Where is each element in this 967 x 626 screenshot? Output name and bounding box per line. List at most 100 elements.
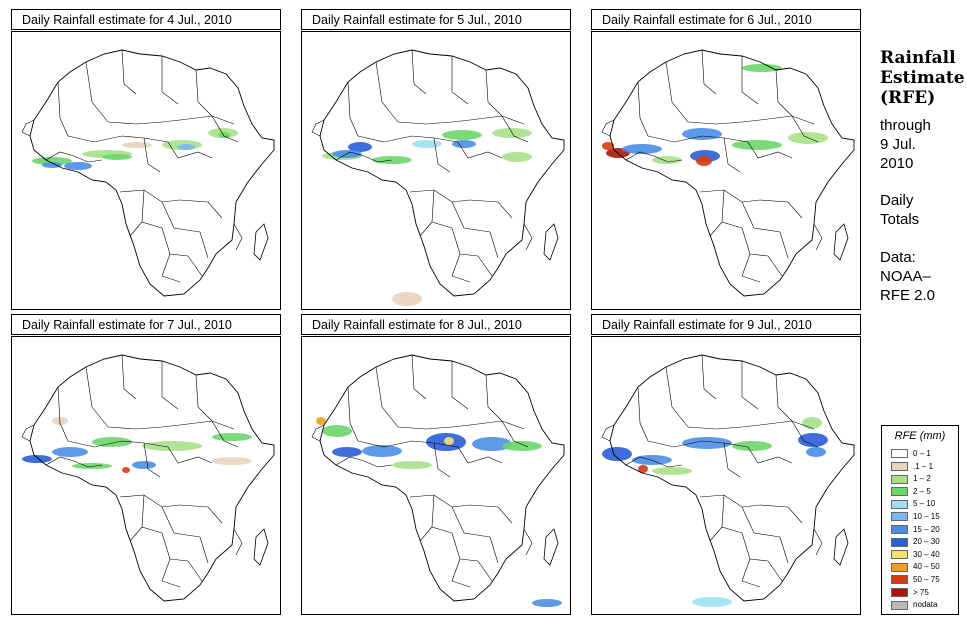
legend-swatch (891, 449, 908, 459)
country-border (457, 446, 503, 464)
africa-rainfall-map (591, 31, 861, 310)
country-border (687, 420, 815, 430)
rain-area (532, 599, 562, 607)
country-border (397, 420, 525, 430)
through-label: through (880, 117, 931, 134)
country-border (161, 558, 181, 588)
country-border (311, 119, 325, 137)
country-border (665, 366, 689, 428)
legend-item: > 75 (891, 587, 929, 598)
rain-area (332, 447, 362, 457)
map-canvas (601, 49, 855, 297)
country-border (775, 374, 793, 422)
legend-label: 0 – 1 (913, 449, 931, 458)
rain-area (696, 156, 712, 166)
africa-rainfall-map (11, 336, 281, 615)
legend-swatch (891, 524, 908, 534)
country-border (709, 526, 723, 542)
rain-area (802, 417, 822, 429)
country-border (199, 231, 209, 259)
country-border (721, 494, 743, 534)
legend-swatch (891, 600, 908, 610)
legend-label: 5 – 10 (913, 499, 936, 509)
legend-item: 2 – 5 (891, 486, 931, 497)
rain-area (392, 292, 422, 306)
product-title: Rainfall Estimate (RFE) (880, 48, 965, 108)
country-border (121, 49, 137, 95)
country-border (767, 255, 783, 277)
legend-item: 1 – 2 (891, 473, 931, 484)
rain-area (742, 64, 782, 72)
country-border (335, 151, 393, 163)
country-border (233, 528, 243, 556)
legend-item: 20 – 30 (891, 536, 940, 547)
map-canvas (21, 49, 275, 297)
country-border (451, 201, 491, 233)
map-canvas (21, 354, 275, 602)
country-border (489, 536, 499, 564)
rain-area (652, 467, 692, 475)
map-canvas (311, 354, 565, 607)
legend-label: 40 – 50 (913, 562, 940, 572)
country-border (161, 56, 179, 105)
rain-area (64, 162, 92, 170)
country-border (119, 494, 181, 508)
map-panel-jul-8: Daily Rainfall estimate for 8 Jul., 2010 (301, 314, 573, 615)
through-day: 9 Jul. (880, 136, 916, 153)
country-border (451, 558, 471, 588)
country-border (67, 440, 169, 448)
map-canvas (601, 354, 855, 607)
data-label: Data: (880, 249, 916, 266)
country-border (457, 141, 503, 159)
country-border (469, 199, 513, 219)
totals-label: Daily Totals (880, 191, 919, 229)
legend-swatch (891, 487, 908, 497)
legend-item: 40 – 50 (891, 561, 940, 572)
legend-label: 2 – 5 (913, 486, 931, 496)
legend-label: .1 – 1 (913, 461, 934, 471)
rain-area (452, 140, 476, 148)
country-border (129, 221, 143, 237)
country-border (523, 528, 533, 556)
country-border (311, 424, 325, 442)
country-border (709, 221, 723, 237)
country-border (687, 115, 815, 125)
country-border (699, 189, 761, 203)
rain-area (638, 465, 648, 473)
country-border (107, 420, 235, 430)
rain-area (732, 140, 782, 150)
panel-title: Daily Rainfall estimate for 8 Jul., 2010 (301, 314, 571, 335)
legend-swatch (891, 562, 908, 572)
madagascar-outline (253, 528, 269, 566)
rain-area (392, 461, 432, 469)
country-border (357, 135, 459, 143)
rain-area (316, 417, 326, 425)
rain-area (132, 461, 156, 469)
legend-item: nodata (891, 599, 937, 610)
madagascar-outline (543, 528, 559, 566)
rain-area (177, 144, 195, 150)
country-border (161, 227, 189, 257)
rain-area (52, 447, 88, 457)
rain-area (122, 467, 130, 473)
country-border (477, 560, 493, 582)
country-border (433, 442, 451, 478)
data-source-rfe: RFE 2.0 (880, 287, 936, 304)
country-border (501, 115, 529, 143)
country-border (187, 255, 203, 277)
country-border (195, 374, 213, 422)
country-border (451, 56, 469, 105)
africa-coastline (319, 354, 565, 602)
country-border (747, 141, 793, 159)
rain-area (682, 437, 732, 449)
country-border (741, 227, 769, 257)
rain-area (502, 152, 532, 162)
country-border (141, 189, 163, 229)
rain-area (602, 447, 632, 461)
panel-title: Daily Rainfall estimate for 9 Jul., 2010 (591, 314, 861, 335)
through-year: 2010 (880, 155, 914, 172)
country-border (723, 137, 741, 173)
map-panel-jul-6: Daily Rainfall estimate for 6 Jul., 2010 (591, 9, 863, 310)
legend-item: 15 – 20 (891, 524, 940, 535)
legend-item: 5 – 10 (891, 498, 935, 509)
